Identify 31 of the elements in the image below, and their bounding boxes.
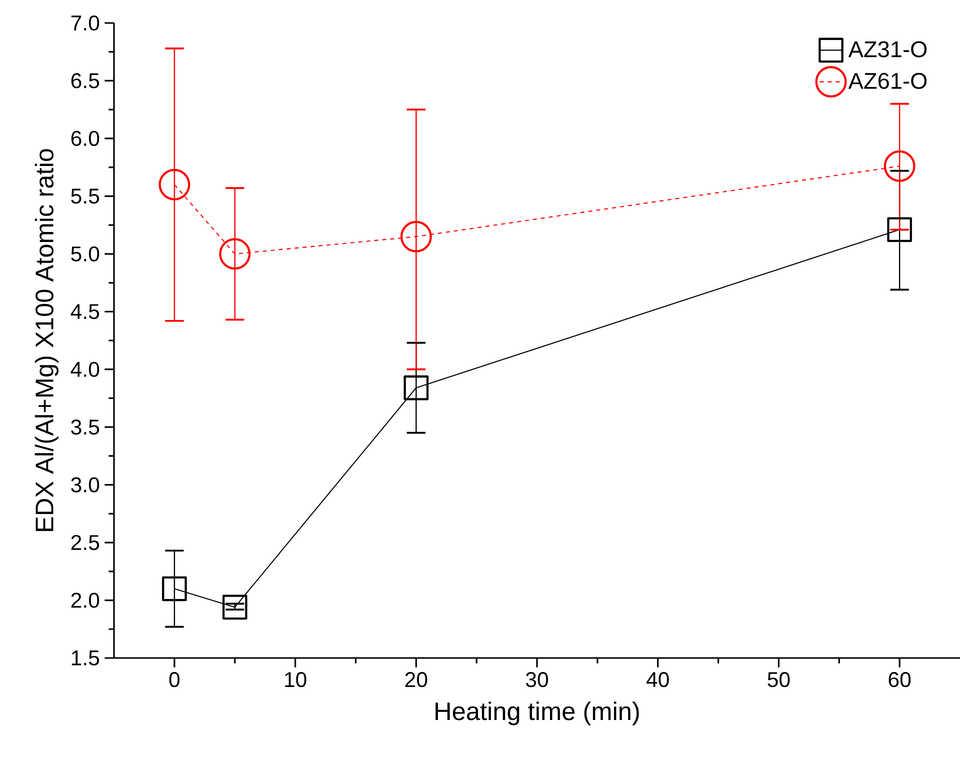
legend-label: AZ31-O [848, 41, 927, 58]
y-tick-label: 4.0 [70, 362, 100, 377]
y-tick-label: 6.0 [71, 130, 100, 146]
y-tick-label: 1.5 [72, 650, 100, 666]
y-tick-label: 3.5 [71, 420, 100, 435]
y-tick-label: 2.5 [71, 535, 100, 550]
point [158, 168, 190, 200]
y-axis-title: EDX Al/(Al+Mg) X100 Atomic ratio [34, 149, 58, 531]
point [887, 217, 912, 242]
point [400, 220, 432, 252]
point [162, 576, 187, 602]
x-axis-title: Heating time (min) [436, 702, 639, 726]
x-tick-label: 20 [405, 672, 428, 688]
x-tick-label: 50 [768, 672, 790, 688]
y-tick-label: 2.0 [71, 592, 100, 608]
y-tick-label: 4.5 [70, 304, 100, 320]
point [884, 150, 916, 182]
x-tick-label: 40 [646, 672, 669, 688]
x-tick-label: 10 [285, 672, 306, 688]
y-tick-label: 5.0 [71, 246, 100, 262]
y-tick-label: 7.0 [71, 15, 100, 31]
x-tick-label: 30 [526, 672, 548, 688]
y-tick-label: 5.5 [71, 188, 100, 204]
legend-label: AZ61-O [848, 72, 927, 89]
y-tick-label: 6.5 [71, 73, 100, 88]
point [404, 375, 429, 400]
y-tick-label: 3.0 [71, 477, 100, 492]
point [222, 594, 248, 620]
x-tick-label: 0 [169, 672, 180, 688]
x-tick-label: 60 [888, 672, 911, 688]
point [219, 238, 251, 270]
